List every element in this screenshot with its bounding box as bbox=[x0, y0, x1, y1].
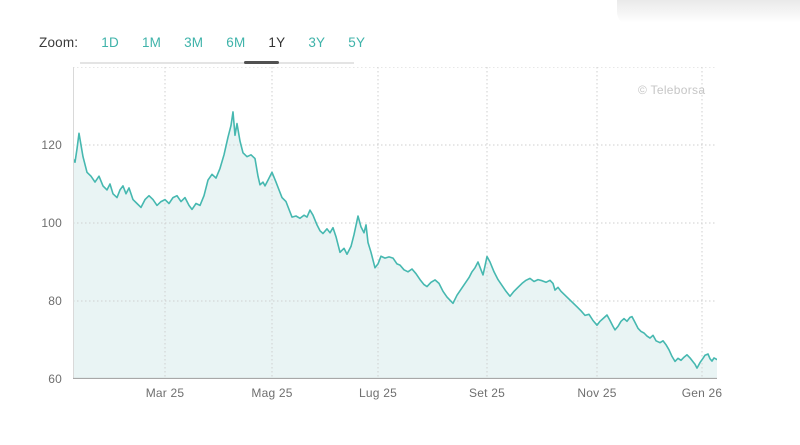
zoom-option-1y[interactable]: 1Y bbox=[268, 35, 286, 50]
zoom-underline-active-indicator bbox=[244, 61, 279, 64]
price-chart-plot-area[interactable] bbox=[73, 67, 717, 379]
zoom-option-3m[interactable]: 3M bbox=[184, 35, 204, 50]
x-tick-label-gen-26: Gen 26 bbox=[681, 386, 723, 400]
zoom-option-3y[interactable]: 3Y bbox=[308, 35, 326, 50]
zoom-option-6m[interactable]: 6M bbox=[226, 35, 246, 50]
zoom-option-1d[interactable]: 1D bbox=[101, 35, 119, 50]
zoom-label: Zoom: bbox=[39, 35, 79, 50]
y-tick-label-80: 80 bbox=[48, 294, 62, 308]
y-tick-label-100: 100 bbox=[41, 216, 62, 230]
zoom-controls: Zoom: 1D 1M 3M 6M 1Y 3Y 5Y bbox=[39, 35, 365, 50]
price-area-fill bbox=[73, 111, 717, 379]
x-tick-label-set-25: Set 25 bbox=[469, 386, 505, 400]
top-right-panel-edge bbox=[617, 0, 800, 26]
y-tick-label-60: 60 bbox=[48, 372, 62, 386]
price-line-series bbox=[73, 111, 717, 369]
x-tick-label-mag-25: Mag 25 bbox=[251, 386, 293, 400]
zoom-option-5y[interactable]: 5Y bbox=[348, 35, 366, 50]
x-tick-label-mar-25: Mar 25 bbox=[145, 386, 185, 400]
x-tick-label-lug-25: Lug 25 bbox=[359, 386, 397, 400]
teleborsa-watermark: © Teleborsa bbox=[638, 83, 706, 97]
zoom-underline-track bbox=[80, 62, 354, 64]
y-tick-label-120: 120 bbox=[41, 138, 62, 152]
x-tick-label-nov-25: Nov 25 bbox=[577, 386, 617, 400]
zoom-option-1m[interactable]: 1M bbox=[141, 35, 162, 50]
